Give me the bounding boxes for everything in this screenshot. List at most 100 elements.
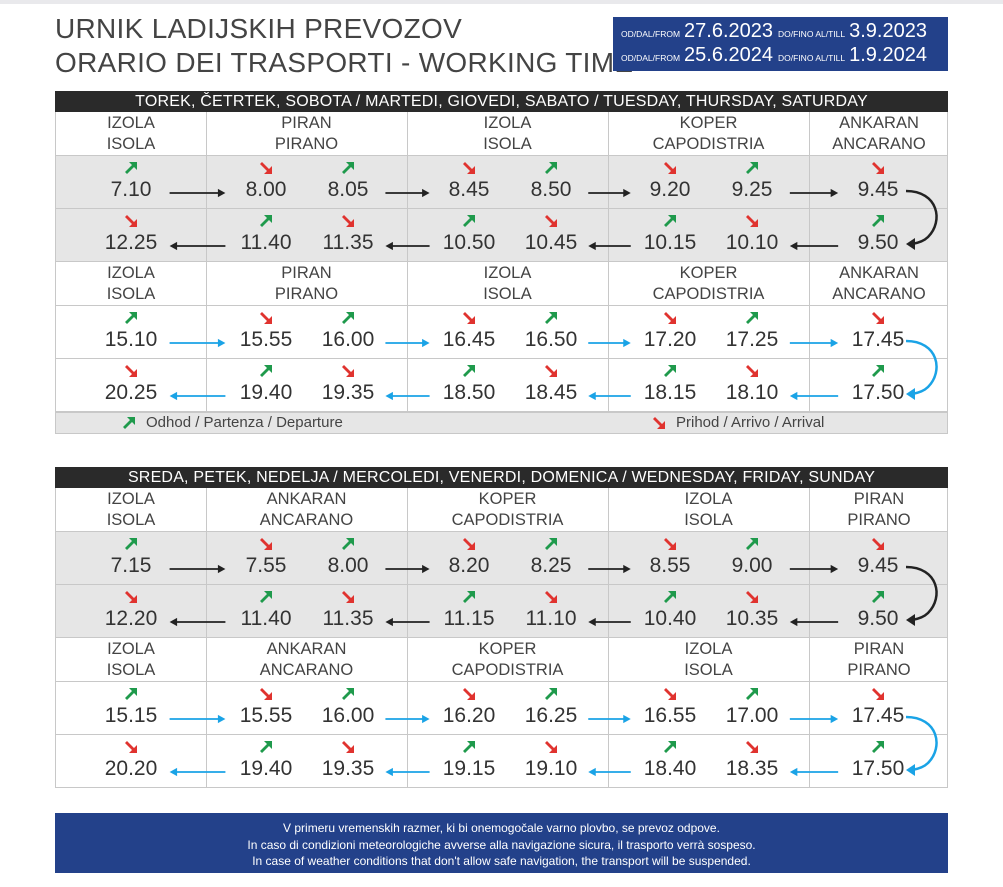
time-value: 8.00	[327, 554, 369, 577]
right-arrow-icon	[588, 714, 631, 724]
stop-name-italian: PIRANO	[847, 511, 911, 529]
departure-arrow-icon	[463, 591, 475, 603]
time-value: 10.35	[725, 607, 779, 630]
column-divider	[407, 682, 408, 735]
arrival-arrow-icon	[545, 215, 557, 227]
time-value: 10.50	[442, 231, 496, 254]
time-cell: 17.45	[838, 309, 918, 353]
time-value: 19.40	[239, 381, 293, 404]
arrival-arrow-icon	[125, 591, 137, 603]
departure-arrow-icon	[545, 162, 557, 174]
departure-arrow-icon	[260, 215, 272, 227]
time-value: 10.45	[524, 231, 578, 254]
left-arrow-icon	[789, 241, 839, 251]
stop-name-local: ANKARAN	[266, 490, 347, 508]
column-divider	[608, 156, 609, 209]
time-cell: 16.25	[511, 685, 591, 729]
till-date: 1.9.2024	[849, 44, 927, 66]
column-divider	[608, 262, 609, 305]
time-value: 11.35	[322, 607, 374, 630]
right-arrow-icon	[789, 188, 839, 198]
arrival-arrow-icon	[342, 591, 354, 603]
stop-header: IZOLA ISOLA	[56, 638, 206, 681]
stop-header: IZOLA ISOLA	[407, 112, 608, 155]
time-cell: 9.25	[712, 159, 792, 203]
arrival-arrow-icon	[342, 365, 354, 377]
stop-name-italian: PIRANO	[274, 285, 339, 303]
time-value: 9.45	[857, 178, 899, 201]
stop-name-italian: ISOLA	[106, 135, 156, 153]
time-cell: 18.35	[712, 738, 792, 782]
outbound-times-row: 15.10 15.55 16.00 16.45 16.50 17.20 17.25 17.45	[55, 306, 948, 359]
stop-header: IZOLA ISOLA	[608, 638, 809, 681]
stop-name-italian: CAPODISTRIA	[652, 285, 765, 303]
stop-header: PIRAN PIRANO	[206, 112, 407, 155]
arrival-arrow-icon	[664, 538, 676, 550]
right-arrow-icon	[169, 188, 226, 198]
time-cell: 10.50	[429, 212, 509, 256]
right-arrow-icon	[385, 188, 430, 198]
time-cell: 9.45	[838, 535, 918, 579]
time-cell: 8.25	[511, 535, 591, 579]
arrival-arrow-icon	[463, 162, 475, 174]
stop-header: IZOLA ISOLA	[56, 488, 206, 531]
departure-arrow-icon	[260, 741, 272, 753]
left-arrow-icon	[169, 391, 226, 401]
time-value: 17.50	[851, 381, 905, 404]
time-cell: 11.40	[226, 212, 306, 256]
left-arrow-icon	[789, 617, 839, 627]
time-value: 16.25	[524, 704, 578, 727]
arrival-arrow-icon	[125, 741, 137, 753]
stop-name-italian: ISOLA	[106, 511, 156, 529]
time-cell: 20.25	[91, 362, 171, 406]
arrival-arrow-icon	[664, 312, 676, 324]
stop-name-italian: ISOLA	[684, 661, 733, 679]
arrival-arrow-icon	[125, 215, 137, 227]
stop-name-local: IZOLA	[483, 264, 532, 282]
column-divider	[809, 532, 810, 585]
time-value: 7.55	[245, 554, 287, 577]
arrival-arrow-icon	[746, 215, 758, 227]
time-value: 11.10	[525, 607, 577, 630]
time-value: 7.15	[110, 554, 152, 577]
time-value: 19.40	[239, 757, 293, 780]
time-value: 8.05	[327, 178, 369, 201]
time-cell: 19.40	[226, 362, 306, 406]
time-value: 19.10	[524, 757, 578, 780]
from-label: OD/DAL/FROM	[621, 53, 681, 63]
time-value: 9.00	[731, 554, 773, 577]
departure-arrow-icon	[746, 538, 758, 550]
time-value: 18.45	[524, 381, 578, 404]
column-divider	[608, 209, 609, 262]
right-arrow-icon	[385, 338, 430, 348]
left-arrow-icon	[169, 767, 226, 777]
column-divider	[407, 532, 408, 585]
time-value: 20.25	[104, 381, 158, 404]
stop-name-local: ANKARAN	[266, 640, 347, 658]
time-value: 17.45	[851, 328, 905, 351]
column-divider	[809, 112, 810, 155]
column-divider	[407, 735, 408, 788]
time-value: 8.20	[448, 554, 490, 577]
column-divider	[809, 735, 810, 788]
notice-line-en: In case of weather conditions that don't…	[252, 854, 751, 868]
time-value: 17.45	[851, 704, 905, 727]
time-value: 15.10	[104, 328, 158, 351]
till-label: DO/FINO AL/TILL	[778, 29, 846, 39]
departure-arrow-icon	[342, 162, 354, 174]
time-cell: 10.40	[630, 588, 710, 632]
time-value: 19.15	[442, 757, 496, 780]
stop-name-local: PIRAN	[853, 640, 905, 658]
timetable-tue-thu-sat: TOREK, ČETRTEK, SOBOTA / MARTEDI, GIOVED…	[55, 91, 948, 434]
time-value: 9.50	[857, 231, 899, 254]
time-cell: 11.35	[308, 212, 388, 256]
validity-dates-box: OD/DAL/FROM 27.6.2023 DO/FINO AL/TILL 3.…	[613, 17, 948, 71]
column-divider	[809, 638, 810, 681]
time-cell: 18.50	[429, 362, 509, 406]
left-arrow-icon	[385, 391, 430, 401]
time-cell: 15.10	[91, 309, 171, 353]
arrival-arrow-icon	[260, 312, 272, 324]
right-arrow-icon	[588, 338, 631, 348]
departure-arrow-icon	[545, 312, 557, 324]
time-cell: 8.50	[511, 159, 591, 203]
